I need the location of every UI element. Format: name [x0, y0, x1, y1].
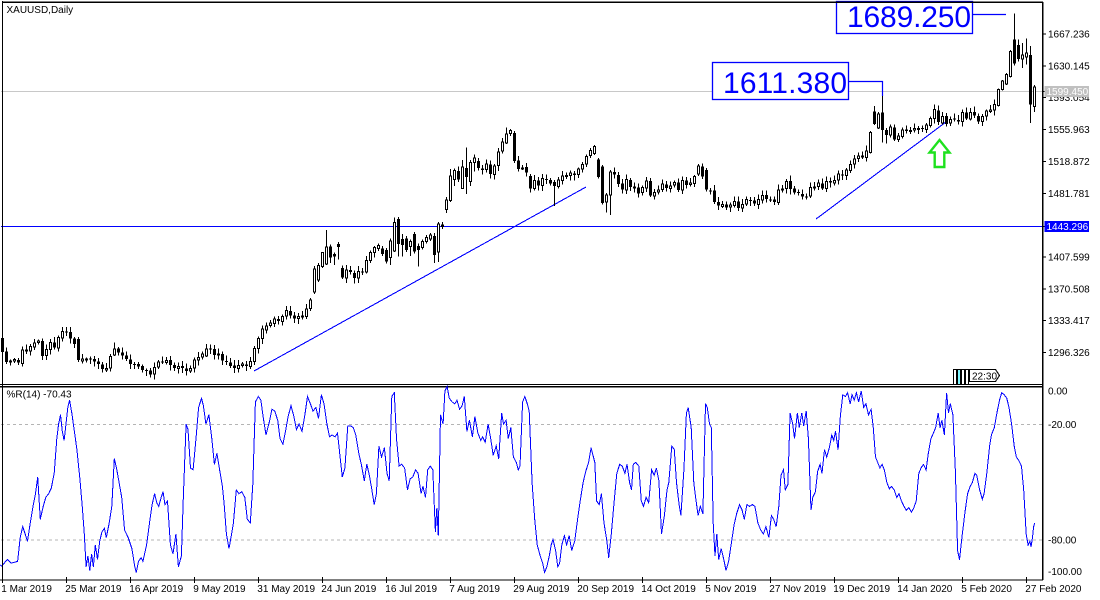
svg-text:7 Aug 2019: 7 Aug 2019	[449, 584, 500, 595]
svg-text:5 Feb 2020: 5 Feb 2020	[961, 584, 1012, 595]
svg-text:-80.00: -80.00	[1048, 536, 1077, 547]
svg-text:1611.380: 1611.380	[723, 67, 847, 100]
svg-text:1 Mar 2019: 1 Mar 2019	[1, 584, 52, 595]
svg-text:1518.872: 1518.872	[1048, 157, 1090, 168]
svg-text:27 Nov 2019: 27 Nov 2019	[769, 584, 826, 595]
svg-text:16 Jul 2019: 16 Jul 2019	[385, 584, 437, 595]
svg-text:27 Feb 2020: 27 Feb 2020	[1025, 584, 1082, 595]
svg-text:14 Jan 2020: 14 Jan 2020	[897, 584, 952, 595]
svg-text:1555.963: 1555.963	[1048, 125, 1090, 136]
svg-text:31 May 2019: 31 May 2019	[257, 584, 315, 595]
svg-text:XAUUSD,Daily: XAUUSD,Daily	[7, 5, 74, 16]
svg-text:1630.145: 1630.145	[1048, 61, 1090, 72]
svg-text:5 Nov 2019: 5 Nov 2019	[705, 584, 757, 595]
svg-text:0.00: 0.00	[1048, 387, 1068, 398]
svg-text:-100.00: -100.00	[1048, 567, 1082, 578]
svg-text:29 Aug 2019: 29 Aug 2019	[513, 584, 570, 595]
svg-text:1296.326: 1296.326	[1048, 348, 1090, 359]
svg-text:1443.296: 1443.296	[1047, 222, 1089, 233]
svg-text:1370.508: 1370.508	[1048, 284, 1090, 295]
svg-text:1689.250: 1689.250	[847, 1, 971, 34]
svg-text:25 Mar 2019: 25 Mar 2019	[65, 584, 122, 595]
svg-text:-20.00: -20.00	[1048, 420, 1077, 431]
svg-text:1407.599: 1407.599	[1048, 253, 1090, 264]
svg-text:24 Jun 2019: 24 Jun 2019	[321, 584, 376, 595]
svg-text:14 Oct 2019: 14 Oct 2019	[641, 584, 696, 595]
svg-text:20 Sep 2019: 20 Sep 2019	[577, 584, 634, 595]
svg-text:19 Dec 2019: 19 Dec 2019	[833, 584, 890, 595]
svg-text:1593.054: 1593.054	[1048, 93, 1090, 104]
svg-text:%R(14) -70.43: %R(14) -70.43	[7, 390, 72, 401]
svg-text:22:30: 22:30	[972, 372, 997, 383]
svg-text:1333.417: 1333.417	[1048, 316, 1090, 327]
svg-text:16 Apr 2019: 16 Apr 2019	[129, 584, 183, 595]
svg-text:1481.781: 1481.781	[1048, 189, 1090, 200]
svg-text:9 May 2019: 9 May 2019	[193, 584, 246, 595]
svg-text:1599.450: 1599.450	[1047, 87, 1089, 98]
svg-text:1667.236: 1667.236	[1048, 30, 1090, 41]
